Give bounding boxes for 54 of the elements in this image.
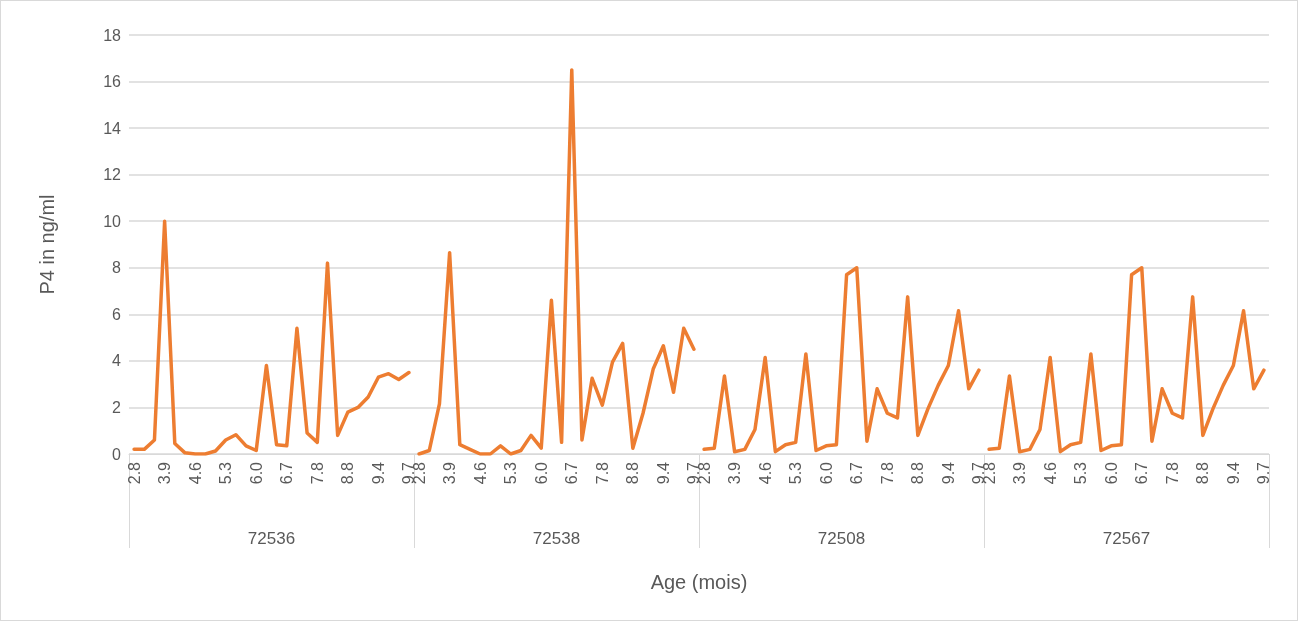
x-tick-label: 3.9 [441,461,459,485]
x-tick-label: 6.0 [1102,461,1120,485]
x-tick-label: 6.0 [247,461,265,485]
x-tick-label: 6.0 [817,461,835,485]
x-tick-label: 7.8 [1163,461,1181,485]
y-tick-label: 2 [112,398,122,416]
x-tick-label: 5.3 [217,461,235,485]
y-axis-title: P4 in ng/ml [36,194,58,295]
x-tick-label: 6.0 [532,461,550,485]
line-series [417,68,696,456]
text: 72538 [532,529,581,548]
y-tick-label: 4 [112,352,122,370]
x-axis-title: Age (mois) [650,571,748,593]
x-tick-label: 4.6 [1041,461,1059,485]
y-tick-label: 12 [103,166,122,184]
x-tick-label: 9.7 [1255,461,1273,485]
x-tick-label: 8.8 [1194,461,1212,485]
x-tick-label: 6.7 [563,461,581,485]
x-tick-label: 6.7 [848,461,866,485]
text: 72567 [1102,529,1151,548]
line-series [702,266,981,454]
x-tick-label: 2.8 [125,461,143,485]
x-tick-label: 9.4 [939,461,957,485]
y-tick-label: 14 [103,119,122,137]
x-tick-label: 7.8 [878,461,896,485]
x-tick-label: 6.7 [278,461,296,485]
x-tick-label: 9.4 [1224,461,1242,485]
x-tick-label: 4.6 [471,461,489,485]
x-tick-label: 4.6 [756,461,774,485]
x-tick-label: 7.8 [308,461,326,485]
y-tick-label: 6 [112,305,122,323]
x-tick-label: 8.8 [909,461,927,485]
x-tick-label: 8.8 [339,461,357,485]
line-series [987,266,1266,454]
x-tick-label: 7.8 [593,461,611,485]
x-tick-label: 3.9 [726,461,744,485]
x-tick-label: 8.8 [624,461,642,485]
y-tick-label: 18 [103,26,122,44]
x-tick-label: 9.4 [369,461,387,485]
x-tick-label: 3.9 [1011,461,1029,485]
x-tick-label: 5.3 [787,461,805,485]
x-tick-label: 9.4 [654,461,672,485]
text: 72508 [817,529,866,548]
x-tick-label: 3.9 [156,461,174,485]
y-tick-label: 16 [103,73,122,91]
y-tick-label: 8 [112,259,122,277]
text: 72536 [247,529,296,548]
line-series [132,219,411,456]
x-tick-label: 6.7 [1133,461,1151,485]
y-tick-label: 10 [103,212,122,230]
x-tick-label: 5.3 [502,461,520,485]
x-tick-label: 5.3 [1072,461,1090,485]
x-tick-label: 4.6 [186,461,204,485]
y-tick-label: 0 [112,445,122,463]
